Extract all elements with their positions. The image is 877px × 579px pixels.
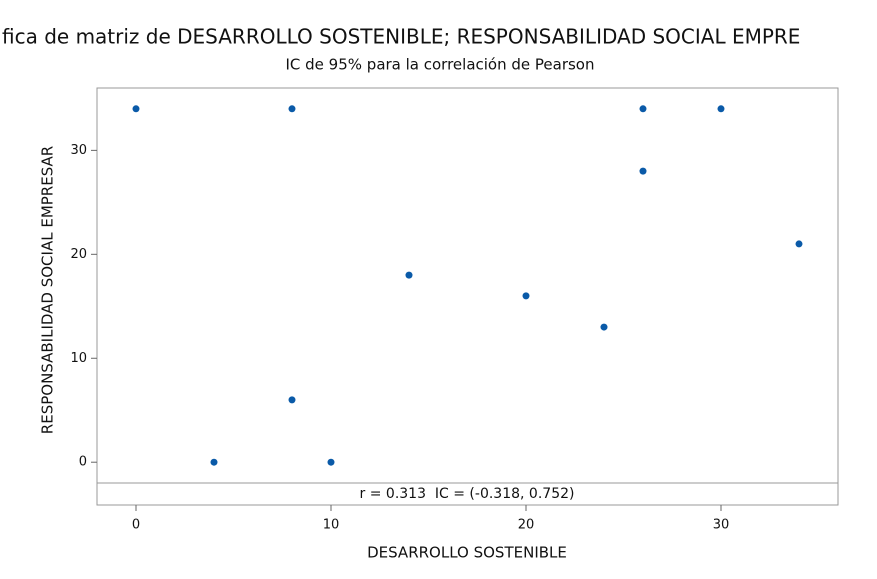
point [600,323,608,331]
annotation: r = 0.313 IC = (-0.318, 0.752) [360,486,575,502]
y-tick-label: 10 [70,351,87,366]
point [795,240,803,248]
y-tick-label: 0 [79,455,87,470]
chart-title: fica de matriz de DESARROLLO SOSTENIBLE;… [2,25,800,49]
x-tick-label: 10 [323,518,340,533]
point [327,458,335,466]
point [210,458,218,466]
point [639,105,647,113]
point [405,271,413,279]
point [717,105,725,113]
point [522,292,530,300]
y-tick-label: 20 [70,247,87,262]
y-axis-label: RESPONSABILIDAD SOCIAL EMPRESAR [39,146,57,434]
y-tick-label: 30 [70,143,87,158]
chart-subtitle: IC de 95% para la correlación de Pearson [286,56,595,74]
point [132,105,140,113]
x-tick-label: 0 [132,518,140,533]
x-tick-label: 30 [713,518,730,533]
point [288,105,296,113]
plot-frame [96,87,839,506]
x-axis-label: DESARROLLO SOSTENIBLE [367,544,567,562]
x-tick-label: 20 [518,518,535,533]
point [288,396,296,404]
point [639,167,647,175]
